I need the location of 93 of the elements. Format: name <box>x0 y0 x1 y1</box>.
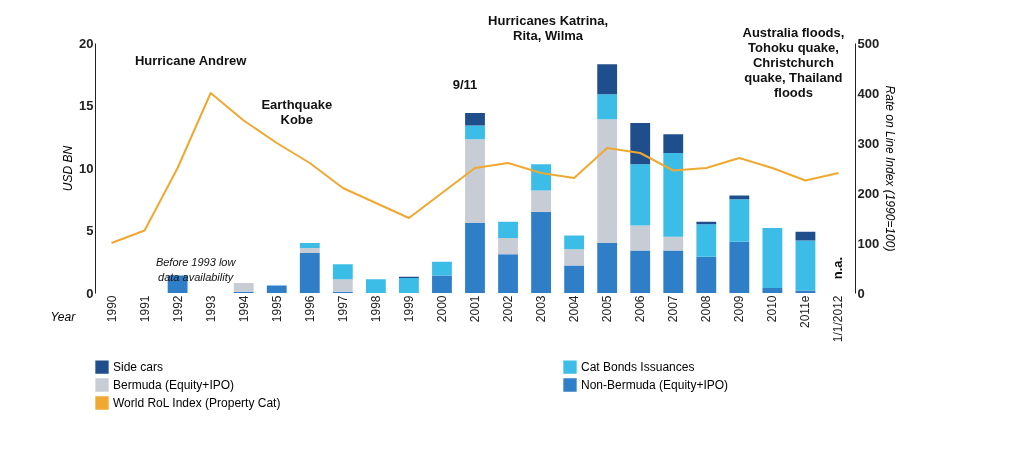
bar <box>465 113 485 126</box>
legend-label: Bermuda (Equity+IPO) <box>113 378 235 392</box>
bar <box>729 241 750 293</box>
bar <box>597 119 618 243</box>
y2-tick-label: 100 <box>857 235 880 251</box>
bar <box>266 285 287 293</box>
bar <box>498 254 518 293</box>
bar <box>564 249 585 266</box>
y2-tick-label: 0 <box>857 285 865 301</box>
bar <box>332 279 353 292</box>
bar <box>564 265 585 293</box>
x-tick-label: 2006 <box>633 295 648 323</box>
y2-axis-title: Rate on Line Index (1990=100) <box>883 85 898 252</box>
x-tick-label: 1999 <box>401 295 416 323</box>
bar <box>630 123 651 165</box>
bar <box>498 238 518 255</box>
bar <box>597 64 618 95</box>
legend-label: Side cars <box>113 360 164 375</box>
bar <box>630 225 651 251</box>
bar <box>432 275 452 293</box>
annotation: Before 1993 low data availability <box>155 256 237 283</box>
x-tick-label: 2007 <box>666 295 681 323</box>
y2-tick-label: 400 <box>857 85 880 101</box>
bar <box>498 221 518 238</box>
annotation: n.a. <box>830 256 846 280</box>
bar <box>564 235 585 250</box>
y-tick-label: 10 <box>79 160 94 176</box>
bar <box>399 278 419 293</box>
annotation: Australia floods, Tohoku quake, Christchurch quake, Thailand floods <box>742 25 845 100</box>
x-tick-label: 2011e <box>798 295 813 328</box>
legend-label: Cat Bonds Issuances <box>581 360 695 375</box>
bar <box>762 228 783 288</box>
x-tick-label: 2001 <box>468 295 482 323</box>
bar <box>729 199 750 242</box>
x-tick-label: 2009 <box>732 295 747 323</box>
bar <box>630 164 651 226</box>
y-tick-label: 0 <box>86 285 94 301</box>
bar <box>795 231 816 241</box>
y2-tick-label: 200 <box>857 185 880 201</box>
bar <box>365 279 386 293</box>
bar <box>531 190 551 212</box>
x-tick-label: 2004 <box>567 295 582 323</box>
x-tick-label: 1992 <box>170 295 185 323</box>
x-tick-label: 2003 <box>534 295 549 323</box>
bar <box>696 256 717 293</box>
annotation: Hurricane Andrew <box>134 53 248 68</box>
x-tick-label: 2000 <box>434 295 449 323</box>
bar <box>233 283 254 292</box>
bar <box>465 125 485 140</box>
bar <box>299 248 320 253</box>
bar <box>795 240 816 291</box>
bar <box>663 134 684 153</box>
bar <box>762 288 783 293</box>
x-tick-label: 2008 <box>699 295 714 323</box>
x-tick-label: 2002 <box>501 295 516 323</box>
x-tick-label: 1/1/2012 <box>831 295 846 343</box>
legend-label: World RoL Index (Property Cat) <box>113 396 281 410</box>
annotation: 9/11 <box>452 77 478 92</box>
bar <box>531 211 551 293</box>
x-tick-label: 1996 <box>302 295 317 323</box>
bar <box>663 250 684 293</box>
bar <box>332 264 353 280</box>
bar <box>663 236 684 251</box>
legend-label: Non-Bermuda (Equity+IPO) <box>581 378 729 392</box>
bar <box>630 250 651 293</box>
bar <box>299 253 320 293</box>
bar <box>432 261 452 276</box>
x-tick-label: 2010 <box>765 295 780 323</box>
x-tick-label: 1994 <box>236 295 251 323</box>
bar <box>465 139 485 223</box>
x-tick-label: 1995 <box>269 295 284 323</box>
x-tick-label: 2005 <box>600 295 615 323</box>
y-axis-title: USD BN <box>61 145 76 192</box>
y2-tick-label: 500 <box>857 35 880 51</box>
y2-tick-label: 300 <box>857 135 880 151</box>
x-tick-label: 1997 <box>335 295 350 323</box>
text: Hurricanes Katrina, Rita, Wilma <box>488 13 609 43</box>
bar <box>299 243 320 248</box>
x-tick-label: 1991 <box>137 295 152 323</box>
x-axis-title: Year <box>50 309 77 324</box>
x-tick-label: 1998 <box>368 295 383 323</box>
x-tick-label: 1993 <box>203 295 218 323</box>
bar <box>597 94 618 120</box>
bar <box>597 243 618 293</box>
annotation: Earthquake Kobe <box>261 97 333 127</box>
x-tick-label: 1990 <box>104 295 119 323</box>
y-tick-label: 20 <box>79 35 94 51</box>
bar <box>531 164 551 191</box>
y-tick-label: 5 <box>86 223 94 238</box>
bar <box>663 153 684 237</box>
y-tick-label: 15 <box>79 98 94 113</box>
bar <box>465 223 485 293</box>
bar <box>696 224 717 257</box>
